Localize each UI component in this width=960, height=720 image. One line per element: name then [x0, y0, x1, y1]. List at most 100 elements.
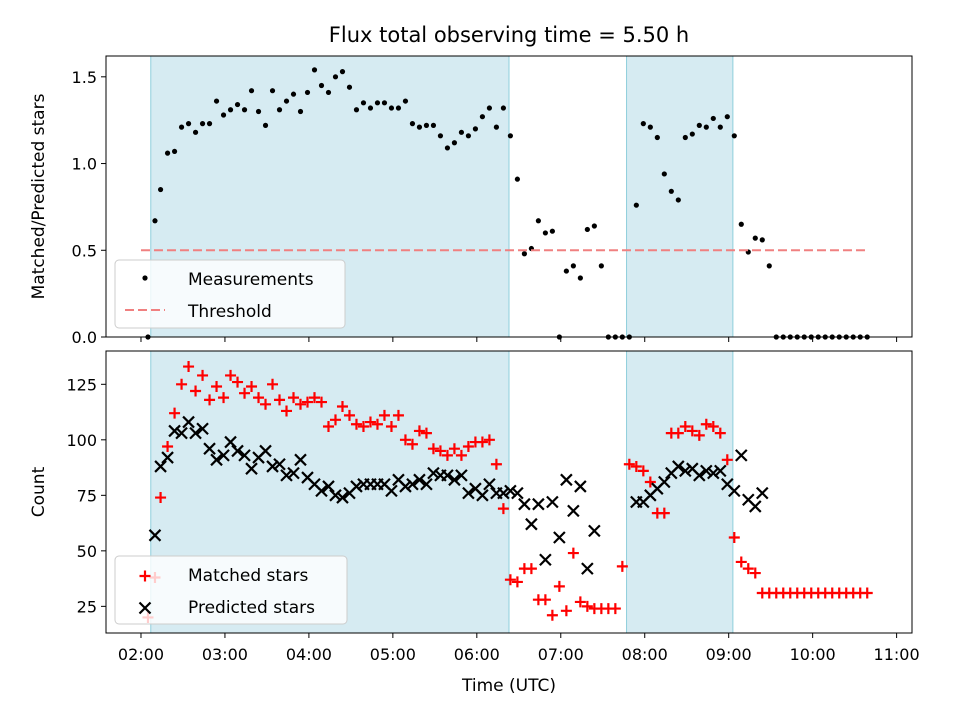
data-point — [267, 378, 279, 390]
data-point — [367, 105, 374, 111]
data-point — [413, 425, 425, 437]
data-point — [288, 392, 300, 404]
data-point — [560, 473, 573, 487]
data-point — [176, 378, 188, 390]
data-point — [511, 486, 524, 500]
data-point — [295, 398, 307, 410]
data-point — [273, 457, 286, 471]
data-point — [448, 443, 460, 455]
x-tick-label: 09:00 — [706, 645, 752, 664]
data-point — [717, 124, 723, 130]
data-point — [700, 418, 712, 430]
data-point — [728, 484, 741, 498]
data-point — [227, 107, 234, 113]
data-point — [714, 427, 726, 439]
data-point — [246, 381, 258, 393]
data-point — [238, 449, 251, 462]
data-point — [395, 105, 402, 111]
data-point — [350, 480, 363, 493]
data-point — [532, 497, 545, 511]
legend-label: Predicted stars — [188, 598, 315, 618]
data-point — [161, 451, 174, 464]
legend-label: Measurements — [188, 270, 314, 290]
data-point — [535, 218, 541, 224]
data-point — [189, 426, 202, 440]
y-axis-label: Count — [29, 466, 49, 517]
data-point — [213, 98, 220, 104]
y-tick-label: 50 — [77, 542, 97, 561]
data-point — [385, 420, 397, 432]
data-point — [276, 107, 283, 113]
data-point — [672, 460, 685, 473]
data-point — [675, 197, 681, 203]
data-point — [343, 409, 355, 421]
data-point — [476, 436, 488, 448]
data-point — [346, 84, 353, 90]
data-point — [693, 469, 706, 482]
data-point — [759, 237, 765, 243]
data-point — [385, 484, 398, 498]
x-axis-label: Time (UTC) — [461, 676, 556, 696]
data-point — [183, 361, 195, 373]
data-point — [560, 605, 572, 617]
data-point — [308, 392, 320, 404]
data-point — [588, 524, 601, 538]
data-point — [696, 122, 702, 128]
data-point — [640, 121, 646, 127]
data-point — [420, 477, 433, 491]
data-point — [169, 407, 181, 419]
data-point — [616, 560, 628, 572]
data-point — [388, 105, 395, 111]
axes-frame — [105, 350, 913, 634]
data-point — [220, 112, 227, 118]
data-point — [486, 105, 493, 111]
data-point — [218, 392, 230, 404]
data-point — [434, 445, 446, 457]
data-point — [266, 460, 279, 473]
data-point — [525, 563, 537, 575]
data-point — [591, 223, 597, 229]
data-point — [353, 107, 360, 113]
data-point — [444, 145, 451, 151]
data-point — [350, 418, 362, 430]
data-point — [185, 121, 192, 127]
data-point — [483, 477, 496, 491]
data-point — [563, 268, 569, 274]
data-point — [211, 381, 223, 393]
data-point — [581, 600, 593, 612]
data-point — [574, 480, 587, 493]
data-point — [287, 466, 300, 480]
data-point — [204, 394, 216, 406]
data-point — [437, 133, 444, 139]
x-tick-label: 03:00 — [202, 645, 248, 664]
y-tick-label: 100 — [66, 431, 97, 450]
data-point — [402, 98, 409, 104]
data-point — [154, 460, 167, 473]
legend-marker — [139, 570, 151, 582]
data-point — [406, 438, 418, 450]
data-point — [392, 409, 404, 421]
data-point — [241, 107, 248, 113]
data-point — [553, 580, 565, 592]
data-point — [248, 88, 255, 94]
data-point — [598, 263, 604, 269]
data-point — [399, 480, 412, 493]
series-matched-stars — [142, 361, 873, 623]
data-point — [315, 396, 327, 408]
data-point — [148, 529, 162, 542]
data-point — [521, 251, 527, 257]
data-point — [567, 547, 579, 559]
data-point — [661, 171, 667, 177]
data-point — [584, 226, 590, 233]
chart-title: Flux total observing time = 5.50 h — [329, 23, 689, 47]
data-point — [231, 444, 244, 458]
data-point — [462, 486, 475, 500]
y-tick-label: 1.0 — [72, 155, 97, 174]
ratio-panel: 0.0 0.5 1.0 1.5 Matched/Predicted stars Measu… — [29, 55, 913, 347]
data-point — [262, 122, 269, 128]
data-point — [336, 401, 348, 413]
x-tick-label: 06:00 — [454, 645, 500, 664]
data-point — [455, 469, 468, 482]
data-point — [476, 489, 489, 502]
data-point — [525, 517, 538, 531]
